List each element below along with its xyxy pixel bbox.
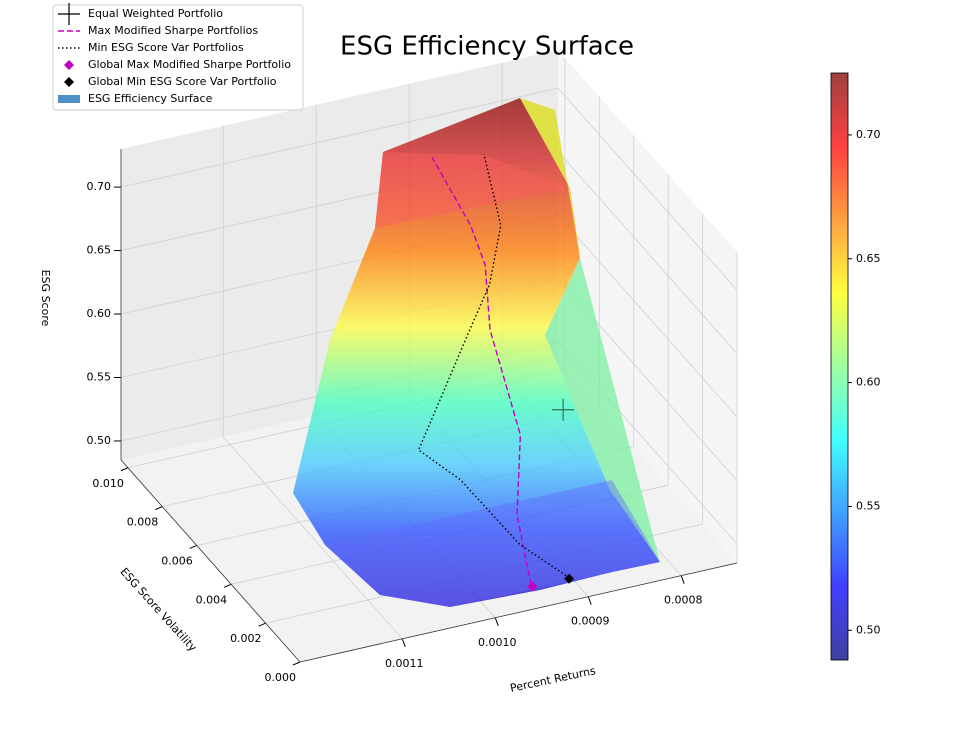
side-pane (558, 50, 737, 563)
y-tick-label: 0.000 (265, 671, 297, 684)
x-tick-label: 0.0008 (664, 594, 703, 607)
colorbar-tick-label: 0.55 (856, 499, 881, 512)
series-line (417, 153, 570, 579)
legend-box (52, 4, 304, 111)
colorbar-tick-label: 0.60 (856, 376, 881, 389)
z-tick-label: 0.55 (87, 370, 112, 383)
legend-label: Equal Weighted Portfolio (88, 7, 223, 20)
y-tick-label: 0.006 (161, 554, 193, 567)
plus-marker (58, 3, 80, 25)
colorbar-tick-label: 0.65 (856, 252, 881, 265)
z-axis-label: ESG Score (39, 270, 52, 327)
x-tick-label: 0.0009 (571, 615, 610, 628)
tick-mark (680, 575, 685, 584)
colorbar: 0.50 0.55 0.60 0.65 0.70 (830, 72, 881, 661)
plus-marker (552, 398, 575, 421)
z-tick-label: 0.70 (87, 180, 112, 193)
surface-face (293, 98, 660, 607)
grid-line (222, 436, 403, 640)
surface (293, 98, 660, 607)
z-tick-label: 0.65 (87, 244, 112, 257)
y-axis-label: ESG Score Volatility (117, 565, 199, 654)
z-tick-label: 0.50 (87, 434, 112, 447)
x-tick-label: 0.0011 (385, 657, 424, 670)
surface-side (545, 258, 660, 562)
surface-facet (325, 480, 660, 607)
colorbar-scale (830, 72, 849, 661)
y-tick-label: 0.008 (127, 516, 159, 529)
chart-title: ESG Efficiency Surface (340, 32, 634, 62)
grid-line (557, 151, 738, 354)
legend: Equal Weighted Portfolio Max Modified Sha… (52, 3, 304, 111)
y-tick-label: 0.010 (92, 477, 124, 490)
z-tick-label: 0.60 (87, 307, 112, 320)
x-tick-label: 0.0010 (478, 636, 517, 649)
tick-mark (223, 583, 232, 588)
grid-line (557, 214, 738, 418)
y-tick-label: 0.002 (230, 632, 262, 645)
grid-line (557, 87, 738, 291)
legend-label: Global Max Modified Sharpe Portfolio (88, 58, 291, 71)
legend-label: Max Modified Sharpe Portfolios (88, 24, 258, 37)
legend-label: ESG Efficiency Surface (88, 92, 213, 105)
legend-label: Global Min ESG Score Var Portfolio (88, 75, 277, 88)
colorbar-tick-label: 0.70 (856, 128, 881, 141)
tick-mark (120, 467, 129, 472)
x-axis-label: Percent Returns (509, 664, 597, 695)
surface-facet (375, 152, 570, 228)
tick-mark (292, 661, 301, 666)
tick-mark (587, 596, 592, 605)
diamond-marker (527, 581, 538, 592)
diamond-marker (64, 77, 74, 87)
tick-mark (401, 638, 406, 648)
legend-label: Min ESG Score Var Portfolios (88, 41, 244, 54)
diamond-marker (564, 573, 575, 584)
tick-mark (189, 545, 197, 549)
axis-line (299, 562, 738, 663)
axis-line (120, 459, 301, 663)
grid-line (120, 87, 559, 188)
surface-side (520, 98, 580, 258)
y-tick-label: 0.004 (196, 593, 228, 606)
data-marks (417, 153, 575, 592)
tick-mark (494, 617, 499, 626)
tick-mark (258, 622, 266, 627)
colorbar-tick-label: 0.50 (856, 623, 881, 636)
tick-mark (155, 506, 163, 511)
surface-swatch (58, 95, 80, 103)
diamond-marker (64, 60, 74, 70)
